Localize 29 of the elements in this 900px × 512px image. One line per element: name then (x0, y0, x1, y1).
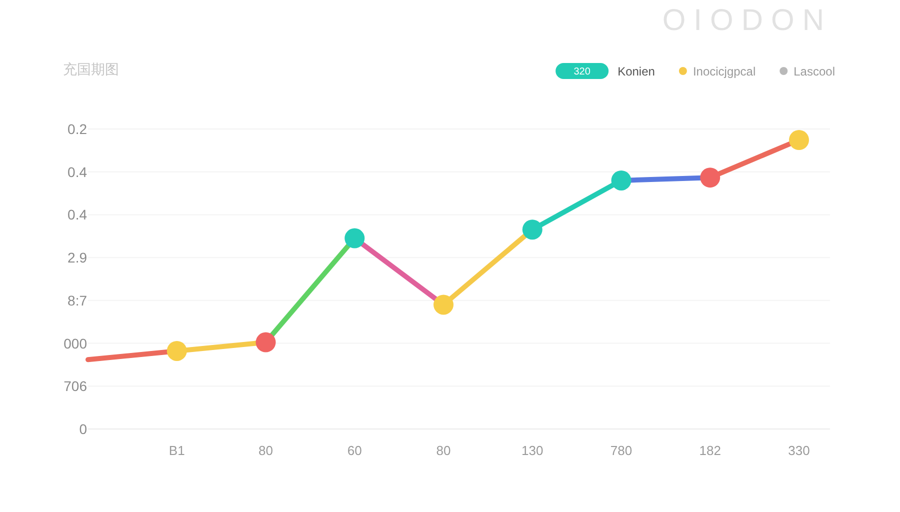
legend-label: Konien (618, 64, 655, 78)
text: 000 (64, 335, 88, 352)
text: 0.2 (68, 121, 88, 137)
x-tick-label: 330 (788, 443, 810, 458)
point (344, 228, 365, 248)
text: 0 (79, 421, 88, 437)
point (256, 332, 276, 352)
text: 706 (64, 378, 88, 394)
x-tick-label: 182 (699, 443, 721, 458)
text: 0.4 (68, 206, 88, 223)
x-tick-label: 60 (347, 443, 362, 458)
x-tick-label: 780 (610, 443, 632, 458)
text: 0.4 (68, 164, 88, 180)
x-tick-label: 80 (436, 443, 451, 458)
point (789, 130, 809, 150)
point (611, 170, 632, 190)
text: 320 (574, 66, 591, 78)
legend-label: Inocicjgpcal (692, 64, 756, 78)
x-tick-label: 130 (522, 443, 544, 458)
y-axis-title: 充国期图 (63, 61, 119, 77)
text: 2.9 (68, 250, 88, 266)
point (434, 294, 454, 315)
x-tick-label: 80 (258, 443, 273, 458)
point (700, 168, 720, 188)
point (522, 220, 542, 240)
text: 8:7 (68, 292, 88, 308)
legend-label: Lascool (794, 64, 836, 78)
point (166, 340, 187, 361)
x-tick-label: B1 (168, 443, 185, 458)
